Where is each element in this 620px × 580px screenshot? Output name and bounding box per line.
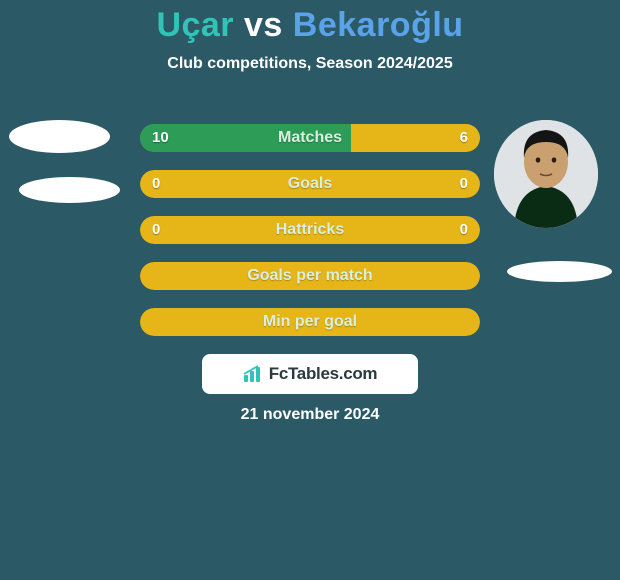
player-right-avatar xyxy=(494,120,598,228)
player-left-avatar-placeholder xyxy=(9,120,110,153)
player-right-name-placeholder xyxy=(507,261,612,282)
date-text: 21 november 2024 xyxy=(0,406,620,424)
stat-row: Min per goal xyxy=(140,308,480,336)
bar-value-right: 0 xyxy=(448,216,480,244)
bar-label: Hattricks xyxy=(140,216,480,244)
bar-label: Min per goal xyxy=(140,308,480,336)
stat-row: Hattricks0 0 xyxy=(140,216,480,244)
bar-value-left: 10 xyxy=(140,124,181,152)
brand-bars-icon xyxy=(243,365,265,383)
stat-row: Matches10 6 xyxy=(140,124,480,152)
content-root: Uçar vs Bekaroğlu Club competitions, Sea… xyxy=(0,0,620,580)
stat-row: Goals0 0 xyxy=(140,170,480,198)
bar-value-right: 0 xyxy=(448,170,480,198)
bar-value-left: 0 xyxy=(140,170,172,198)
brand-text: FcTables.com xyxy=(269,364,378,384)
subtitle: Club competitions, Season 2024/2025 xyxy=(0,55,620,73)
player-right-photo xyxy=(494,120,598,228)
bar-label: Goals per match xyxy=(140,262,480,290)
brand-pill[interactable]: FcTables.com xyxy=(202,354,418,394)
stats-bars: Matches106Goals00Hattricks00Goals per ma… xyxy=(140,124,480,354)
bar-label: Goals xyxy=(140,170,480,198)
bar-value-right: 6 xyxy=(448,124,480,152)
stat-row: Goals per match xyxy=(140,262,480,290)
bar-value-left: 0 xyxy=(140,216,172,244)
player-left-name-placeholder xyxy=(19,177,120,203)
title-vs: vs xyxy=(244,6,283,44)
title-player-right: Bekaroğlu xyxy=(293,6,464,44)
page-title: Uçar vs Bekaroğlu xyxy=(0,6,620,45)
bar-label: Matches xyxy=(140,124,480,152)
title-player-left: Uçar xyxy=(156,6,234,44)
